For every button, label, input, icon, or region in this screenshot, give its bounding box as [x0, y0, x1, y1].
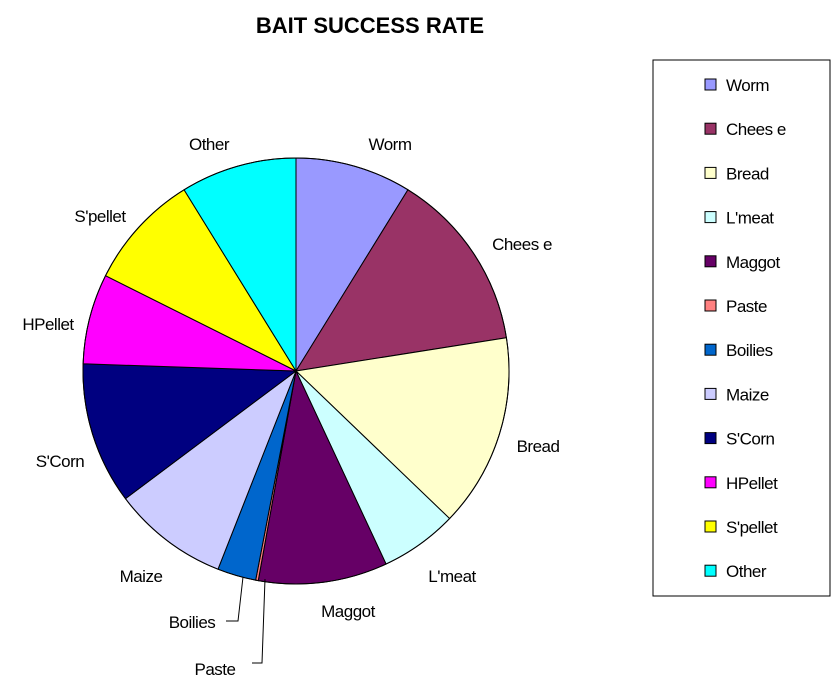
legend-swatch-maize [704, 387, 717, 400]
leader-boilies [226, 576, 244, 622]
legend-swatch-s-corn [704, 432, 717, 445]
label-bread: Bread [517, 437, 560, 456]
legend-swatch-l-meat [704, 211, 717, 224]
label-boilies: Boilies [169, 613, 216, 632]
legend-swatch-bread [704, 166, 717, 179]
leader-paste [252, 578, 266, 664]
legend-label-maggot: Maggot [726, 253, 780, 272]
legend-box [652, 59, 831, 597]
label-other: Other [189, 135, 230, 154]
label-cheese: Chees e [492, 235, 552, 254]
legend-swatch-worm [704, 78, 717, 91]
legend-swatch-s-pellet [704, 520, 717, 533]
legend-label-l-meat: L'meat [726, 209, 774, 228]
legend-swatch-cheese [704, 122, 717, 135]
legend-label-bread: Bread [726, 164, 769, 183]
pie-slices [82, 157, 510, 585]
legend-label-s-corn: S'Corn [726, 430, 774, 449]
label-s-corn: S'Corn [36, 452, 84, 471]
slice-labels: Worm Chees e Bread L'meat Maggot Paste Boilies… [22, 135, 560, 679]
leader-lines [226, 576, 266, 664]
label-hpellet: HPellet [22, 315, 74, 334]
legend: Worm Chees e Bread L'meat Maggot Paste Boilies… [652, 59, 831, 597]
label-maggot: Maggot [321, 602, 375, 621]
legend-label-other: Other [726, 562, 767, 581]
legend-swatch-other [704, 564, 717, 577]
legend-label-maize: Maize [726, 385, 769, 404]
legend-swatch-hpellet [704, 476, 717, 489]
legend-swatch-maggot [704, 255, 717, 268]
legend-label-s-pellet: S'pellet [726, 518, 778, 537]
legend-label-boilies: Boilies [726, 341, 773, 360]
chart-title: BAIT SUCCESS RATE [256, 13, 484, 38]
legend-label-cheese: Chees e [726, 120, 786, 139]
label-s-pellet: S'pellet [74, 207, 126, 226]
legend-label-paste: Paste [726, 297, 767, 316]
legend-label-worm: Worm [726, 76, 769, 95]
label-worm: Worm [368, 135, 411, 154]
legend-swatch-boilies [704, 343, 717, 356]
legend-swatch-paste [704, 299, 717, 312]
pie-outline [82, 157, 510, 585]
label-paste: Paste [195, 660, 236, 679]
label-maize: Maize [120, 567, 163, 586]
legend-label-hpellet: HPellet [726, 474, 778, 493]
label-l-meat: L'meat [428, 567, 476, 586]
